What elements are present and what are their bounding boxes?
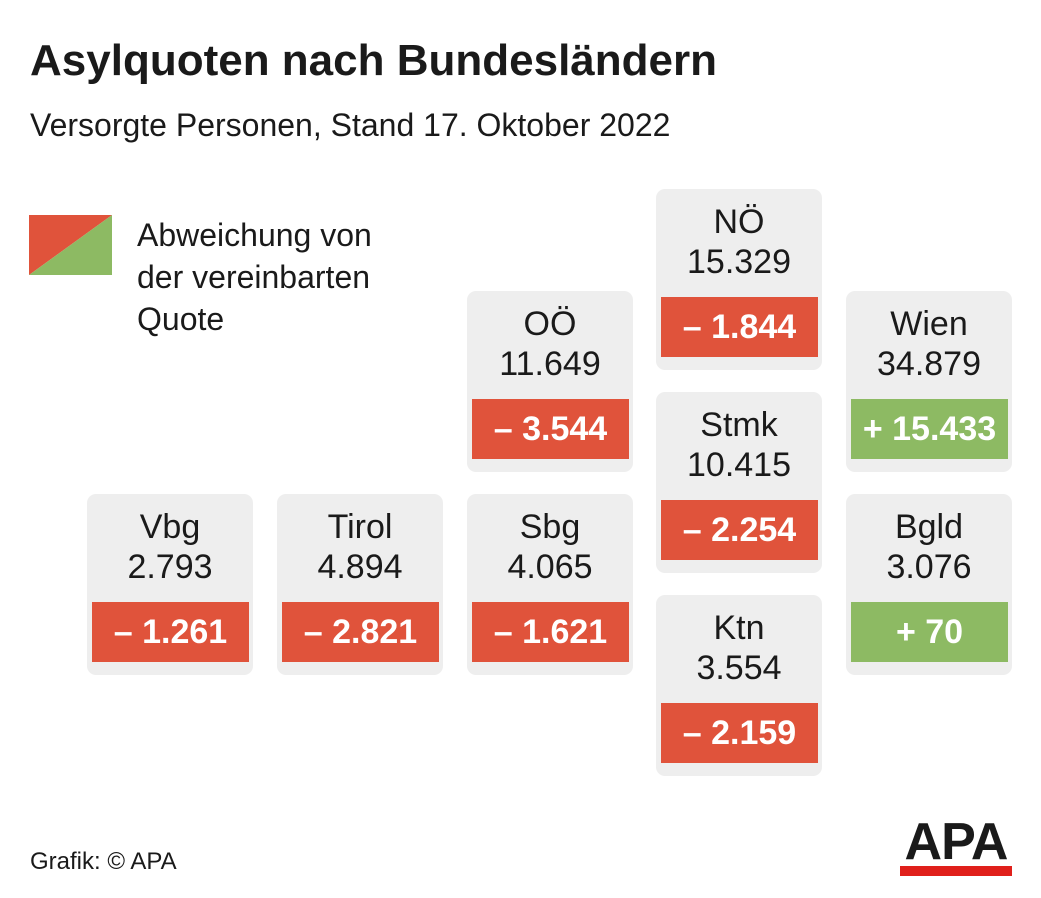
tile: Sbg 4.065 – 1.621 [467,494,633,675]
tile: Tirol 4.894 – 2.821 [277,494,443,675]
tile-deviation: – 1.621 [472,602,629,662]
tile-name: Stmk [700,406,778,444]
tile-deviation: – 3.544 [472,399,629,459]
tile-value: 3.076 [886,548,972,586]
tile-value: 10.415 [687,446,791,484]
tile-name: NÖ [713,203,765,241]
tile: OÖ 11.649 – 3.544 [467,291,633,472]
subtitle: Versorgte Personen, Stand 17. Oktober 20… [30,107,671,143]
tile-name: Bgld [894,508,964,546]
tile: NÖ 15.329 – 1.844 [656,189,822,370]
tile-value: 3.554 [696,649,782,687]
logo-bar [900,866,1012,876]
tile-deviation: + 70 [851,602,1008,662]
logo-text: APA [904,813,1009,871]
legend-green [29,215,112,275]
legend-swatch [29,215,112,275]
tile: Ktn 3.554 – 2.159 [656,595,822,776]
tile: Wien 34.879 + 15.433 [846,291,1012,472]
legend-line: Quote [137,301,225,337]
tile-deviation: – 2.159 [661,703,818,763]
tile-deviation: + 15.433 [851,399,1008,459]
legend-line: Abweichung von [137,217,372,253]
legend-line: der vereinbarten [137,259,371,295]
tile-deviation: – 1.261 [92,602,249,662]
tile-value: 2.793 [127,548,213,586]
tile-name: Ktn [713,609,765,647]
tile-name: Sbg [519,508,581,546]
tile-name: Tirol [327,508,393,546]
tile-name: Wien [890,305,968,343]
tile-deviation: – 1.844 [661,297,818,357]
tile-value: 11.649 [499,345,601,383]
tile: Bgld 3.076 + 70 [846,494,1012,675]
credit: Grafik: © APA [30,848,177,875]
tile-name: OÖ [523,305,577,343]
tile-value: 34.879 [877,345,981,383]
tile-value: 4.065 [507,548,593,586]
tile-deviation: – 2.821 [282,602,439,662]
tile-name: Vbg [139,508,201,546]
tile: Vbg 2.793 – 1.261 [87,494,253,675]
logo: APA [900,813,1012,876]
tile-deviation: – 2.254 [661,500,818,560]
tile-value: 15.329 [687,243,791,281]
tile: Stmk 10.415 – 2.254 [656,392,822,573]
tile-value: 4.894 [317,548,403,586]
legend-label: Abweichung von der vereinbarten Quote [137,214,372,340]
title: Asylquoten nach Bundesländern [30,36,717,85]
